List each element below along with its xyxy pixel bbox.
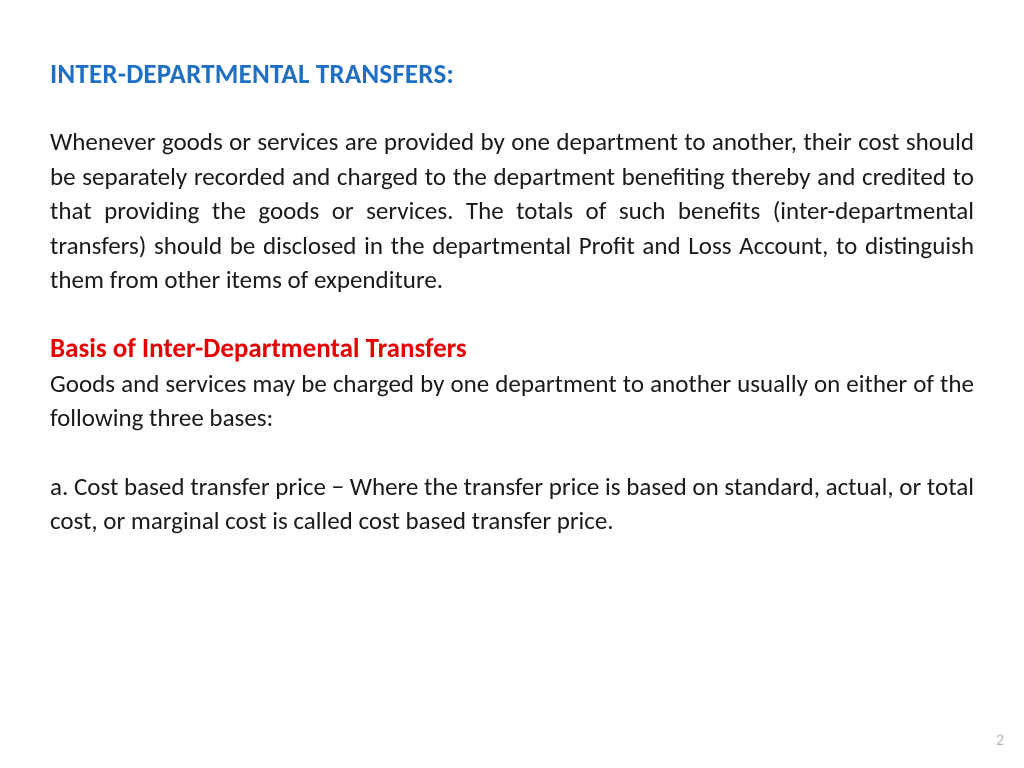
slide-heading: INTER-DEPARTMENTAL TRANSFERS:	[50, 58, 974, 91]
basis-intro-paragraph: Goods and services may be charged by one…	[50, 367, 974, 436]
item-a-paragraph: a. Cost based transfer price − Where the…	[50, 470, 974, 539]
section-subheading: Basis of Inter-Departmental Transfers	[50, 332, 974, 365]
page-number: 2	[996, 731, 1004, 750]
intro-paragraph: Whenever goods or services are provided …	[50, 125, 974, 298]
slide-container: INTER-DEPARTMENTAL TRANSFERS: Whenever g…	[0, 0, 1024, 768]
